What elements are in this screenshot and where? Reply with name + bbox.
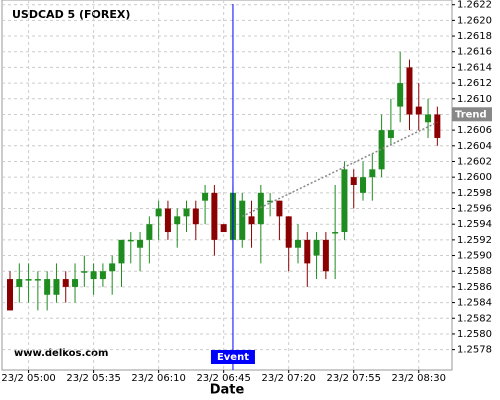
y-tick-label: 1.2586 [457, 282, 492, 293]
x-tick-label: 23/2 05:00 [1, 373, 55, 384]
candle-body [146, 224, 153, 240]
y-tick-label: 1.2604 [457, 141, 492, 152]
candle-body [434, 114, 441, 138]
candle-body [25, 279, 32, 281]
candle-body [81, 271, 88, 273]
y-tick-label: 1.2584 [457, 298, 492, 309]
candle-body [137, 239, 144, 248]
candle-body [155, 208, 162, 217]
candle-body [53, 279, 60, 295]
chart-title: USDCAD 5 (FOREX) [12, 8, 130, 21]
candle-body [164, 208, 171, 233]
candle-body [72, 279, 79, 287]
candle-body [360, 177, 367, 193]
y-tick-label: 1.2614 [457, 62, 492, 73]
candle-body [267, 200, 274, 203]
candle-body [44, 279, 51, 295]
event-label: Event [217, 352, 249, 363]
y-tick-label: 1.2606 [457, 125, 492, 136]
candle-body [202, 192, 209, 201]
candle-body [192, 208, 199, 225]
y-tick-label: 1.2602 [457, 156, 492, 167]
y-tick-label: 1.2600 [457, 172, 492, 183]
y-tick-label: 1.2582 [457, 313, 492, 324]
y-tick-label: 1.2610 [457, 94, 492, 105]
candle-body [425, 114, 432, 123]
y-tick-label: 1.2590 [457, 251, 492, 262]
plot-area [1, 0, 453, 371]
candle-body [387, 130, 394, 138]
y-tick-label: 1.2612 [457, 78, 492, 89]
y-tick-label: 1.2588 [457, 266, 492, 277]
candle-body [341, 169, 348, 233]
candle-body [34, 279, 41, 281]
candle-body [248, 216, 255, 225]
candle-body [16, 279, 23, 287]
candle-body [239, 200, 246, 240]
x-tick-label: 23/2 08:30 [392, 373, 446, 384]
candle-body [415, 106, 422, 115]
candle-body [304, 239, 311, 264]
candle-body [369, 169, 376, 178]
trend-label-box [452, 107, 492, 122]
y-tick-label: 1.2578 [457, 345, 492, 356]
candle-body [183, 208, 190, 217]
trend-label: Trend [455, 109, 487, 120]
candle-body [99, 271, 106, 280]
candle-body [220, 224, 227, 233]
candle-body [294, 239, 301, 248]
x-tick-label: 23/2 06:10 [131, 373, 185, 384]
candle-body [276, 200, 283, 217]
y-tick-label: 1.2598 [457, 188, 492, 199]
candle-body [313, 239, 320, 256]
y-tick-label: 1.2580 [457, 329, 492, 340]
y-tick-label: 1.2616 [457, 47, 492, 58]
x-tick-label: 23/2 07:55 [327, 373, 381, 384]
y-tick-label: 1.2618 [457, 31, 492, 42]
y-tick-label: 1.2592 [457, 235, 492, 246]
candle-body [127, 239, 134, 242]
trend-line [241, 121, 438, 218]
candle-body [322, 239, 329, 272]
candle-body [118, 239, 125, 264]
x-tick-label: 23/2 06:45 [196, 373, 250, 384]
x-tick-label: 23/2 07:20 [261, 373, 315, 384]
candle-body [90, 271, 97, 280]
candle-body [332, 232, 339, 234]
candle-body [406, 67, 413, 115]
candle-body [397, 83, 404, 107]
candle-body [350, 177, 357, 185]
candle-body [174, 216, 181, 225]
candle-body [211, 192, 218, 240]
y-tick-label: 1.2620 [457, 15, 492, 26]
watermark: www.delkos.com [14, 348, 108, 359]
candle-body [378, 130, 385, 170]
y-tick-label: 1.2594 [457, 219, 492, 230]
x-axis-title: Date [210, 383, 245, 398]
candle-body [285, 216, 292, 248]
candle-body [257, 192, 264, 225]
y-tick-label: 1.2596 [457, 204, 492, 215]
x-tick-label: 23/2 05:35 [66, 373, 120, 384]
candle-body [7, 279, 13, 311]
y-tick-label: 1.2622 [457, 0, 492, 11]
candle-body [62, 279, 69, 287]
candle-body [109, 263, 116, 272]
event-label-box [210, 350, 255, 364]
